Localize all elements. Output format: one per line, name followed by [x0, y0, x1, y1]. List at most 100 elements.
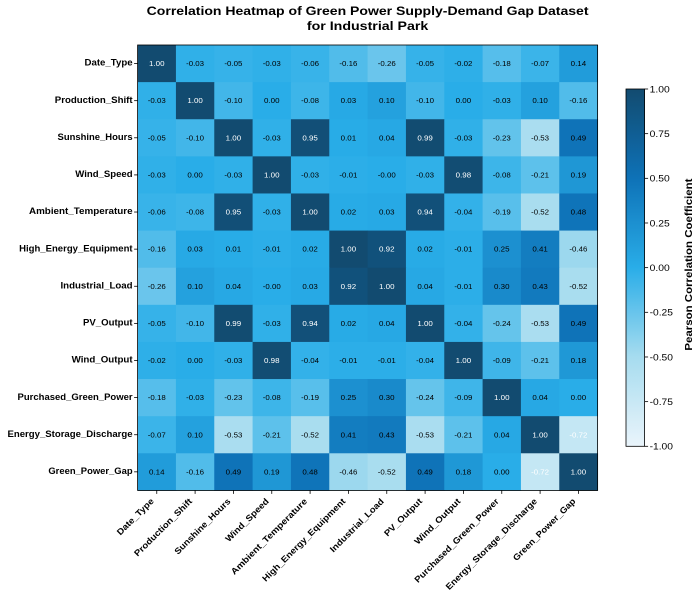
svg-text:1.00: 1.00 — [532, 430, 547, 439]
svg-text:-0.19: -0.19 — [493, 208, 511, 217]
svg-text:Wind_Output: Wind_Output — [72, 355, 133, 365]
svg-text:-0.08: -0.08 — [301, 96, 319, 105]
svg-text:High_Energy_Equipment: High_Energy_Equipment — [19, 243, 133, 253]
svg-text:0.95: 0.95 — [302, 133, 317, 142]
svg-text:-0.21: -0.21 — [263, 430, 281, 439]
svg-text:Purchased_Green_Power: Purchased_Green_Power — [18, 392, 134, 402]
svg-text:0.75: 0.75 — [650, 129, 670, 140]
svg-text:0.03: 0.03 — [379, 208, 394, 217]
svg-text:-0.21: -0.21 — [454, 430, 472, 439]
svg-text:1.00: 1.00 — [571, 467, 586, 476]
svg-text:Correlation Heatmap of Green P: Correlation Heatmap of Green Power Suppl… — [147, 4, 589, 18]
svg-text:-0.07: -0.07 — [148, 430, 166, 439]
svg-text:-0.50: -0.50 — [650, 352, 673, 363]
svg-text:0.25: 0.25 — [341, 393, 356, 402]
svg-text:-0.08: -0.08 — [186, 208, 204, 217]
svg-text:0.49: 0.49 — [571, 133, 586, 142]
svg-text:0.19: 0.19 — [264, 467, 279, 476]
svg-text:0.94: 0.94 — [302, 319, 317, 328]
svg-text:-0.00: -0.00 — [263, 282, 281, 291]
svg-text:-0.01: -0.01 — [454, 245, 472, 254]
svg-text:0.30: 0.30 — [379, 393, 394, 402]
svg-text:0.04: 0.04 — [379, 319, 394, 328]
svg-text:0.04: 0.04 — [417, 282, 432, 291]
svg-text:0.48: 0.48 — [302, 467, 317, 476]
svg-text:0.00: 0.00 — [264, 96, 279, 105]
svg-text:0.49: 0.49 — [417, 467, 432, 476]
svg-text:0.03: 0.03 — [302, 282, 317, 291]
svg-text:-0.03: -0.03 — [148, 96, 166, 105]
svg-text:Date_Type: Date_Type — [85, 58, 133, 68]
svg-text:-0.03: -0.03 — [263, 59, 281, 68]
svg-text:-0.05: -0.05 — [224, 59, 242, 68]
svg-text:0.00: 0.00 — [650, 263, 670, 274]
svg-text:0.04: 0.04 — [532, 393, 547, 402]
svg-text:-0.03: -0.03 — [224, 356, 242, 365]
svg-text:-0.16: -0.16 — [339, 59, 357, 68]
svg-text:0.02: 0.02 — [341, 208, 356, 217]
svg-text:0.00: 0.00 — [187, 170, 202, 179]
svg-text:0.98: 0.98 — [264, 356, 279, 365]
svg-text:1.00: 1.00 — [494, 393, 509, 402]
svg-text:0.14: 0.14 — [149, 467, 164, 476]
svg-text:-0.16: -0.16 — [148, 245, 166, 254]
svg-text:1.00: 1.00 — [226, 133, 241, 142]
svg-text:-0.53: -0.53 — [531, 319, 549, 328]
svg-text:-0.04: -0.04 — [454, 319, 472, 328]
svg-text:0.98: 0.98 — [456, 170, 471, 179]
svg-text:-0.09: -0.09 — [493, 356, 511, 365]
svg-text:-0.21: -0.21 — [531, 170, 549, 179]
svg-text:-0.10: -0.10 — [224, 96, 242, 105]
svg-text:Wind_Speed: Wind_Speed — [75, 169, 132, 179]
svg-text:-0.23: -0.23 — [224, 393, 242, 402]
svg-text:0.43: 0.43 — [532, 282, 547, 291]
svg-text:-0.04: -0.04 — [454, 208, 472, 217]
svg-text:-0.07: -0.07 — [531, 59, 549, 68]
svg-text:-0.10: -0.10 — [416, 96, 434, 105]
svg-text:-0.01: -0.01 — [339, 356, 357, 365]
svg-text:-0.52: -0.52 — [301, 430, 319, 439]
svg-text:0.00: 0.00 — [187, 356, 202, 365]
svg-text:-0.25: -0.25 — [650, 308, 673, 319]
svg-text:-0.53: -0.53 — [531, 133, 549, 142]
svg-text:0.92: 0.92 — [379, 245, 394, 254]
svg-text:-0.52: -0.52 — [378, 467, 396, 476]
svg-text:-0.75: -0.75 — [650, 397, 673, 408]
svg-text:0.99: 0.99 — [226, 319, 241, 328]
svg-text:PV_Output: PV_Output — [83, 317, 133, 327]
svg-text:1.00: 1.00 — [341, 245, 356, 254]
svg-text:0.99: 0.99 — [417, 133, 432, 142]
svg-text:-0.19: -0.19 — [301, 393, 319, 402]
svg-text:-0.04: -0.04 — [301, 356, 319, 365]
svg-text:-0.01: -0.01 — [263, 245, 281, 254]
svg-text:0.02: 0.02 — [341, 319, 356, 328]
svg-text:0.00: 0.00 — [456, 96, 471, 105]
svg-text:0.03: 0.03 — [341, 96, 356, 105]
svg-text:0.01: 0.01 — [226, 245, 241, 254]
svg-text:0.18: 0.18 — [456, 467, 471, 476]
svg-text:0.48: 0.48 — [571, 208, 586, 217]
svg-text:-0.24: -0.24 — [493, 319, 511, 328]
svg-text:Green_Power_Gap: Green_Power_Gap — [48, 466, 132, 476]
svg-text:-0.05: -0.05 — [148, 319, 166, 328]
svg-text:-0.05: -0.05 — [148, 133, 166, 142]
svg-text:1.00: 1.00 — [417, 319, 432, 328]
svg-text:0.41: 0.41 — [341, 430, 356, 439]
svg-text:-0.18: -0.18 — [148, 393, 166, 402]
svg-text:for Industrial Park: for Industrial Park — [307, 19, 429, 33]
svg-text:0.00: 0.00 — [571, 393, 586, 402]
svg-text:-0.16: -0.16 — [569, 96, 587, 105]
svg-text:0.92: 0.92 — [341, 282, 356, 291]
svg-text:-0.46: -0.46 — [569, 245, 587, 254]
svg-text:-0.18: -0.18 — [493, 59, 511, 68]
svg-text:-0.23: -0.23 — [493, 133, 511, 142]
svg-text:-0.03: -0.03 — [263, 133, 281, 142]
svg-text:0.00: 0.00 — [494, 467, 509, 476]
svg-text:1.00: 1.00 — [650, 84, 670, 95]
svg-text:0.14: 0.14 — [571, 59, 586, 68]
svg-text:0.10: 0.10 — [532, 96, 547, 105]
svg-text:-0.26: -0.26 — [378, 59, 396, 68]
svg-text:0.95: 0.95 — [226, 208, 241, 217]
svg-text:0.10: 0.10 — [187, 430, 202, 439]
svg-text:0.10: 0.10 — [379, 96, 394, 105]
